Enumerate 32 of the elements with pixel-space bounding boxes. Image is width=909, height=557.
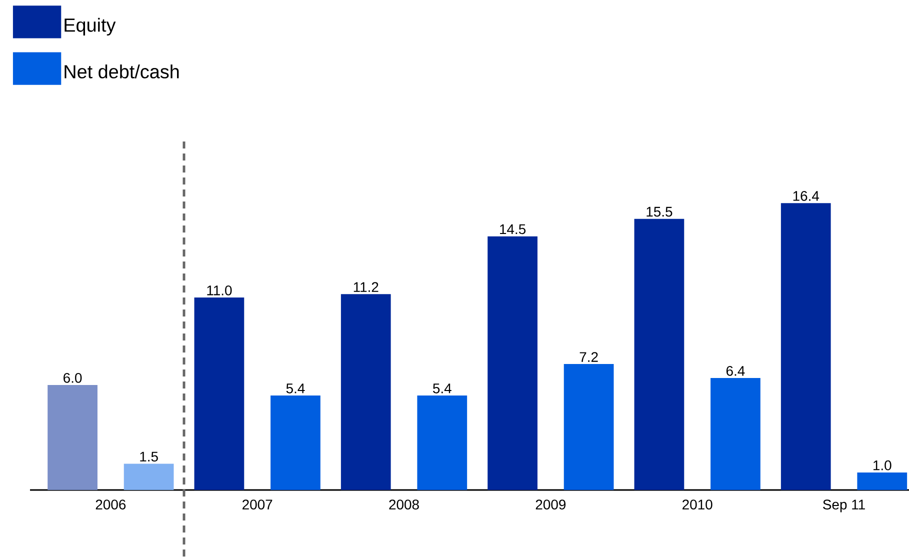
x-tick-label: 2008 bbox=[389, 500, 419, 510]
data-label: 1.5 bbox=[140, 452, 158, 462]
bar bbox=[488, 236, 538, 490]
x-tick-label: 2010 bbox=[682, 500, 712, 510]
data-label: 1.0 bbox=[874, 460, 892, 470]
bar bbox=[780, 203, 831, 490]
bar bbox=[417, 396, 468, 490]
x-tick-label: 2006 bbox=[96, 500, 126, 510]
legend-label: Net debt/cash bbox=[64, 64, 179, 78]
bar bbox=[634, 218, 684, 490]
data-label: 6.0 bbox=[64, 372, 82, 383]
data-label: 11.2 bbox=[354, 282, 378, 292]
data-label: 15.5 bbox=[646, 206, 672, 217]
x-tick-label: Sep 11 bbox=[823, 500, 865, 512]
data-label: 11.0 bbox=[207, 285, 232, 296]
data-label: 14.5 bbox=[500, 224, 526, 234]
bar bbox=[710, 378, 760, 490]
bar bbox=[857, 472, 908, 490]
data-label: 5.4 bbox=[433, 384, 452, 394]
bar bbox=[194, 298, 244, 490]
bar bbox=[48, 385, 98, 490]
data-label: 7.2 bbox=[580, 352, 598, 362]
legend-label: Equity bbox=[64, 18, 116, 36]
data-label: 6.4 bbox=[726, 366, 745, 376]
bar bbox=[564, 364, 614, 490]
bar bbox=[124, 464, 174, 490]
x-tick-label: 2009 bbox=[536, 500, 566, 510]
x-tick-label: 2007 bbox=[242, 500, 272, 510]
data-label: 5.4 bbox=[286, 384, 305, 394]
bar bbox=[340, 294, 391, 490]
bar bbox=[270, 396, 320, 490]
data-label: 16.4 bbox=[793, 191, 820, 201]
